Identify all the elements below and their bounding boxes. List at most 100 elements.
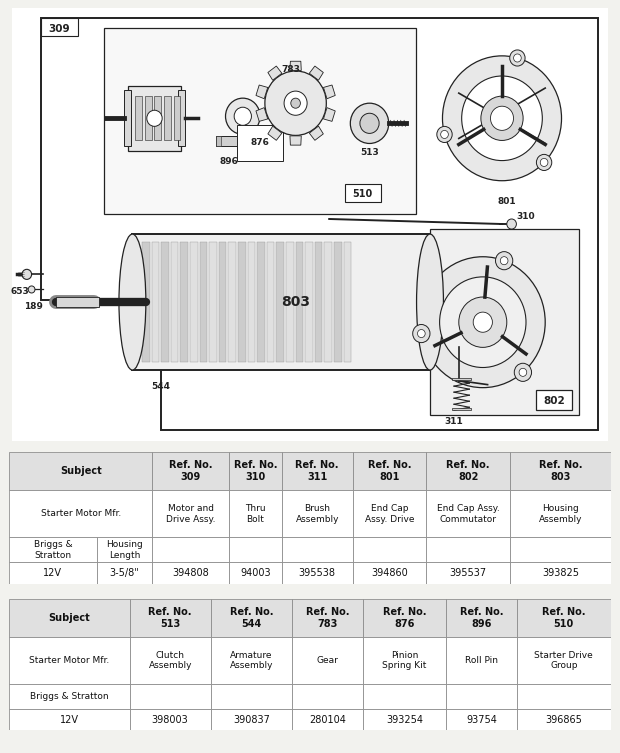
Polygon shape — [324, 85, 335, 99]
Text: 394860: 394860 — [371, 568, 408, 578]
Bar — [219, 242, 226, 362]
Text: 396865: 396865 — [546, 715, 582, 724]
Circle shape — [360, 113, 379, 133]
Bar — [281, 452, 353, 490]
Text: 12V: 12V — [43, 568, 63, 578]
Bar — [446, 637, 517, 684]
Bar — [353, 562, 426, 584]
Bar — [142, 242, 149, 362]
Bar — [190, 242, 198, 362]
Bar — [9, 599, 130, 637]
Bar — [170, 242, 179, 362]
Text: Starter Motor Mfr.: Starter Motor Mfr. — [41, 509, 121, 518]
Circle shape — [234, 107, 252, 125]
Bar — [353, 452, 426, 490]
Text: 513: 513 — [360, 148, 379, 157]
Bar — [430, 229, 579, 416]
Text: Briggs &
Stratton: Briggs & Stratton — [33, 540, 72, 559]
Bar — [247, 242, 255, 362]
Circle shape — [513, 54, 521, 62]
Polygon shape — [290, 136, 301, 145]
Bar — [324, 242, 332, 362]
Bar — [363, 709, 446, 730]
Circle shape — [459, 297, 507, 347]
Text: Briggs & Stratton: Briggs & Stratton — [30, 692, 108, 701]
Bar — [452, 378, 471, 380]
Text: 280104: 280104 — [309, 715, 346, 724]
Bar — [363, 684, 446, 709]
Bar — [536, 390, 572, 410]
Text: Gear: Gear — [316, 656, 339, 665]
Text: 393254: 393254 — [386, 715, 423, 724]
Text: Ref. No.
544: Ref. No. 544 — [229, 607, 273, 629]
Bar — [97, 538, 153, 562]
Circle shape — [495, 252, 513, 270]
Bar — [216, 136, 221, 147]
Text: 394808: 394808 — [172, 568, 209, 578]
Text: 896: 896 — [220, 157, 239, 166]
Text: Ref. No.
510: Ref. No. 510 — [542, 607, 585, 629]
Bar — [211, 637, 292, 684]
Text: Brush
Assembly: Brush Assembly — [296, 504, 339, 523]
Bar — [446, 709, 517, 730]
Bar — [211, 599, 292, 637]
Bar — [130, 599, 211, 637]
Bar — [353, 490, 426, 538]
Bar — [267, 242, 275, 362]
Bar — [292, 684, 363, 709]
Bar — [9, 538, 97, 562]
Text: Ref. No.
513: Ref. No. 513 — [148, 607, 192, 629]
Circle shape — [413, 325, 430, 343]
Bar — [305, 242, 313, 362]
Text: Thru
Bolt: Thru Bolt — [245, 504, 265, 523]
Text: 309: 309 — [48, 23, 70, 34]
Circle shape — [473, 312, 492, 332]
Text: 801: 801 — [497, 197, 516, 206]
Bar — [9, 684, 130, 709]
Circle shape — [519, 368, 527, 376]
Circle shape — [443, 56, 562, 181]
Bar — [292, 599, 363, 637]
Text: End Cap Assy.
Commutator: End Cap Assy. Commutator — [437, 504, 500, 523]
Text: Clutch
Assembly: Clutch Assembly — [148, 651, 192, 670]
Text: 189: 189 — [24, 301, 43, 310]
Circle shape — [291, 98, 301, 108]
Bar — [517, 637, 611, 684]
Circle shape — [350, 103, 389, 144]
Text: Pinion
Spring Kit: Pinion Spring Kit — [383, 651, 427, 670]
Text: 395538: 395538 — [299, 568, 335, 578]
Bar — [315, 242, 322, 362]
Circle shape — [226, 98, 260, 134]
Bar — [216, 136, 243, 147]
Text: Subject: Subject — [60, 466, 102, 476]
Bar — [211, 684, 292, 709]
Bar — [128, 86, 182, 151]
Bar — [426, 452, 510, 490]
Bar — [153, 452, 229, 490]
Ellipse shape — [119, 234, 146, 370]
Circle shape — [417, 330, 425, 337]
Bar — [353, 538, 426, 562]
Bar — [296, 242, 303, 362]
Circle shape — [540, 158, 548, 166]
Bar — [130, 637, 211, 684]
Bar — [153, 562, 229, 584]
Text: 510: 510 — [353, 189, 373, 199]
Bar — [343, 242, 352, 362]
Text: Ref. No.
876: Ref. No. 876 — [383, 607, 426, 629]
Text: Starter Motor Mfr.: Starter Motor Mfr. — [29, 656, 110, 665]
Bar — [200, 242, 207, 362]
Text: Ref. No.
311: Ref. No. 311 — [296, 460, 339, 482]
Bar — [363, 637, 446, 684]
Bar — [130, 709, 211, 730]
Bar — [9, 452, 153, 490]
Text: Ref. No.
896: Ref. No. 896 — [459, 607, 503, 629]
Bar — [345, 184, 381, 202]
Text: Ref. No.
310: Ref. No. 310 — [234, 460, 277, 482]
Text: 310: 310 — [516, 212, 535, 221]
Bar — [104, 28, 415, 214]
Bar — [281, 562, 353, 584]
Bar — [228, 242, 236, 362]
Text: 802: 802 — [543, 396, 565, 406]
Bar — [510, 490, 611, 538]
